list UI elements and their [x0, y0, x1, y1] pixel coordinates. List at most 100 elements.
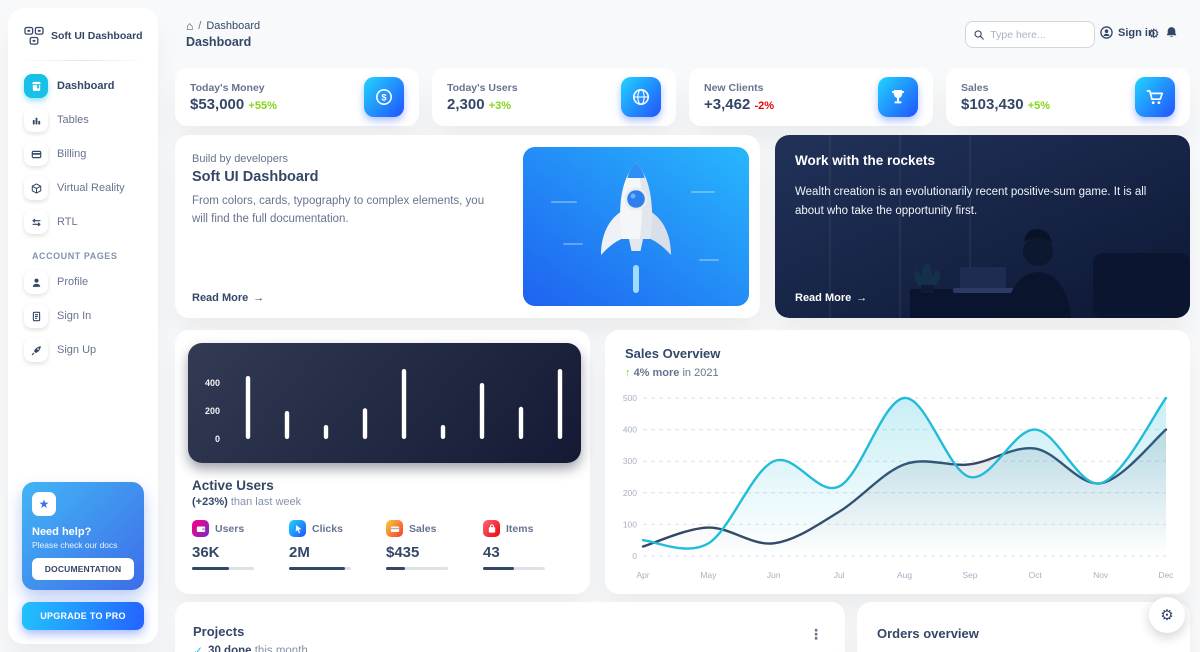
stat-value: 2,300 +3%	[447, 95, 512, 113]
help-subtitle: Please check our docs	[32, 540, 118, 550]
search-box	[965, 21, 1095, 48]
stat-delta: +55%	[248, 99, 277, 112]
stat-value: $53,000 +55%	[190, 95, 277, 113]
sales-overview-card: Sales Overview ↑ 4% more in 2021 0 100 200…	[605, 330, 1190, 594]
svg-text:Dec: Dec	[1158, 570, 1174, 580]
shopping-bag-icon	[483, 520, 500, 537]
sidebar-item-dashboard[interactable]: Dashboard	[16, 70, 150, 102]
mini-stat-value: 2M	[289, 544, 310, 561]
sign-in-button[interactable]: Sign in	[1100, 26, 1155, 39]
star-icon: ★	[32, 492, 56, 516]
upgrade-to-pro-button[interactable]: UPGRADE TO PRO	[22, 602, 144, 630]
wallet-icon	[192, 520, 209, 537]
search-input[interactable]	[990, 28, 1086, 41]
mini-stat-label: Clicks	[312, 522, 343, 535]
breadcrumb-separator: /	[198, 20, 202, 32]
home-icon[interactable]: ⌂	[186, 19, 194, 33]
sidebar-item-label: Tables	[57, 114, 89, 126]
settings-fab-gear-icon[interactable]: ⚙	[1149, 597, 1185, 633]
help-card: ★ Need help? Please check our docs DOCUM…	[22, 482, 144, 590]
documentation-button[interactable]: DOCUMENTATION	[32, 558, 134, 580]
rtl-arrows-icon	[24, 210, 48, 234]
card-title: Soft UI Dashboard	[192, 169, 319, 185]
sidebar-section-label: ACCOUNT PAGES	[32, 251, 118, 261]
progress-bar	[483, 567, 545, 570]
read-more-link[interactable]: Read More →	[192, 292, 265, 304]
credit-card-icon	[24, 142, 48, 166]
mini-stat-value: 36K	[192, 544, 220, 561]
help-title: Need help?	[32, 526, 92, 538]
mini-stat-label: Items	[506, 522, 534, 535]
coin-icon: $	[364, 77, 404, 117]
sidebar-item-label: Virtual Reality	[57, 182, 125, 194]
shop-icon	[24, 74, 48, 98]
search-icon	[974, 29, 984, 40]
sidebar-item-virtual-reality[interactable]: Virtual Reality	[16, 172, 150, 204]
credit-card-icon	[386, 520, 403, 537]
stat-card-sales[interactable]: Sales $103,430 +5%	[946, 68, 1190, 126]
stat-card-new-clients[interactable]: New Clients +3,462 -2%	[689, 68, 933, 126]
card-subtitle: ✓ 30 done this month	[193, 644, 308, 652]
sidebar-item-sign-up[interactable]: Sign Up	[16, 334, 150, 366]
svg-text:200: 200	[623, 488, 637, 498]
svg-text:Oct: Oct	[1029, 570, 1043, 580]
orders-overview-card: Orders overview	[857, 602, 1190, 652]
svg-text:400: 400	[623, 425, 637, 435]
stat-label: New Clients	[704, 81, 764, 94]
sidebar-item-rtl[interactable]: RTL	[16, 206, 150, 238]
stat-value: $103,430 +5%	[961, 95, 1051, 113]
stat-label: Today's Money	[190, 81, 265, 94]
cube-icon	[24, 176, 48, 200]
kebab-menu-icon[interactable]: ⋮	[809, 626, 823, 642]
svg-text:Apr: Apr	[636, 570, 649, 580]
divider	[18, 60, 148, 61]
trophy-icon	[878, 77, 918, 117]
mini-stat-value: $435	[386, 544, 420, 561]
sidebar-item-label: Sign In	[57, 310, 92, 322]
mini-stat-label: Users	[215, 522, 245, 535]
breadcrumb: ⌂ / Dashboard	[186, 20, 260, 32]
sidebar-item-sign-in[interactable]: Sign In	[16, 300, 150, 332]
card-title: Sales Overview	[625, 346, 721, 361]
build-by-developers-card: Build by developers Soft UI Dashboard Fr…	[175, 135, 760, 318]
card-title: Orders overview	[877, 626, 979, 641]
stat-card-todays-users[interactable]: Today's Users 2,300 +3%	[432, 68, 676, 126]
mini-stat-value: 43	[483, 544, 500, 561]
stat-label: Today's Users	[447, 81, 518, 94]
page-title: Dashboard	[186, 35, 252, 49]
arrow-up-icon: ↑	[625, 367, 631, 379]
card-eyebrow: Build by developers	[192, 153, 289, 165]
mini-stat-clicks: Clicks 2M	[289, 520, 386, 570]
svg-text:May: May	[700, 570, 717, 580]
card-body: Wealth creation is an evolutionarily rec…	[795, 186, 1147, 217]
settings-gear-icon[interactable]: ⚙	[1148, 26, 1160, 41]
sales-overview-line-chart: 0 100 200 300 400 500 Apr May Jun Jul Aug Sep Oct Nov…	[623, 393, 1174, 580]
sidebar-item-tables[interactable]: Tables	[16, 104, 150, 136]
mini-stat-items: Items 43	[483, 520, 580, 570]
svg-text:500: 500	[623, 393, 637, 403]
svg-text:200: 200	[205, 406, 220, 416]
cursor-icon	[289, 520, 306, 537]
bar-chart-icon	[24, 108, 48, 132]
svg-text:300: 300	[623, 456, 637, 466]
work-with-rockets-card: Work with the rockets Wealth creation is…	[775, 135, 1190, 318]
notifications-bell-icon[interactable]	[1165, 26, 1178, 39]
progress-bar	[386, 567, 448, 570]
progress-bar	[289, 567, 351, 570]
document-icon	[24, 304, 48, 328]
card-title: Active Users	[192, 478, 274, 493]
logo[interactable]: Soft UI Dashboard	[8, 26, 158, 60]
sidebar-item-label: RTL	[57, 216, 78, 228]
svg-text:100: 100	[623, 519, 637, 529]
progress-bar	[192, 567, 254, 570]
read-more-link[interactable]: Read More →	[795, 292, 868, 304]
stat-delta: -2%	[754, 99, 775, 112]
sidebar-item-billing[interactable]: Billing	[16, 138, 150, 170]
arrow-right-icon: →	[253, 292, 265, 304]
card-subtitle: ↑ 4% more in 2021	[625, 367, 719, 379]
sidebar-item-profile[interactable]: Profile	[16, 266, 150, 298]
rocket-icon	[24, 338, 48, 362]
stat-card-todays-money[interactable]: Today's Money $53,000 +55% $	[175, 68, 419, 126]
sidebar-item-label: Sign Up	[57, 344, 97, 356]
